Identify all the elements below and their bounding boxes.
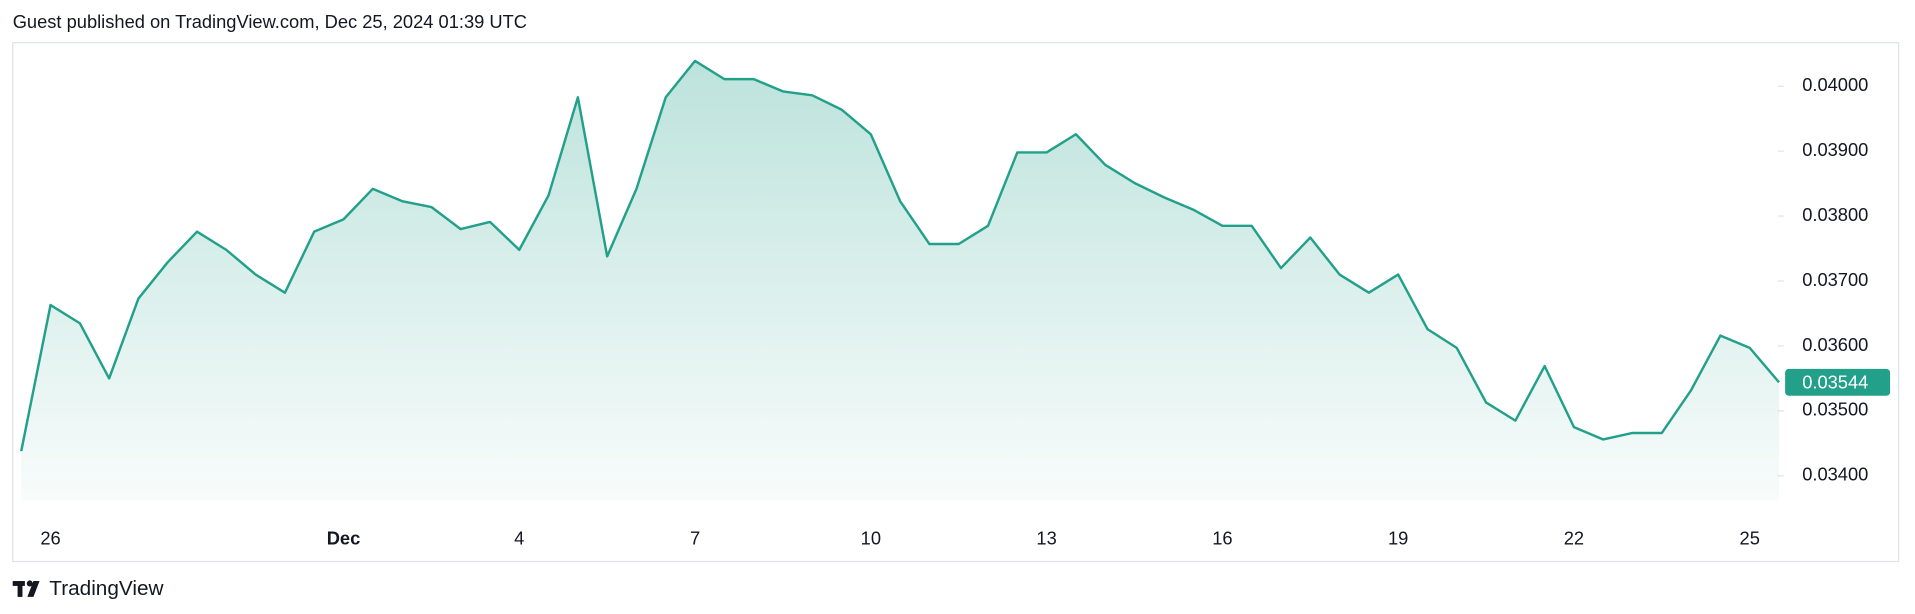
- y-tick-label: 0.04000: [1802, 74, 1868, 95]
- x-tick-label: 13: [1036, 527, 1056, 548]
- y-tick-label: 0.03600: [1802, 334, 1868, 355]
- y-tick-label: 0.03700: [1802, 269, 1868, 290]
- x-tick-label: 26: [40, 527, 60, 548]
- y-tick-label: 0.03800: [1802, 204, 1868, 225]
- x-tick-label: Dec: [327, 527, 361, 548]
- header-text: Guest published on TradingView.com, Dec …: [13, 11, 527, 32]
- price-line: [20, 59, 1780, 452]
- x-tick-label: 25: [1740, 527, 1760, 548]
- x-tick-label: 16: [1212, 527, 1232, 548]
- last-price-label: 0.03544: [1802, 371, 1868, 392]
- y-tick-label: 0.03400: [1802, 464, 1868, 485]
- x-tick-label: 19: [1388, 527, 1408, 548]
- chart-frame: [12, 42, 1900, 563]
- x-tick-label: 7: [690, 527, 700, 548]
- x-tick-label: 4: [514, 527, 524, 548]
- y-tick-label: 0.03500: [1802, 399, 1868, 420]
- x-tick-label: 22: [1564, 527, 1584, 548]
- y-tick-label: 0.03900: [1802, 139, 1868, 160]
- brand-logo: [12, 580, 40, 597]
- last-price-box: [1785, 368, 1891, 396]
- area-fill: [21, 60, 1780, 501]
- x-tick-label: 10: [861, 527, 881, 548]
- brand-name: TradingView: [49, 577, 164, 600]
